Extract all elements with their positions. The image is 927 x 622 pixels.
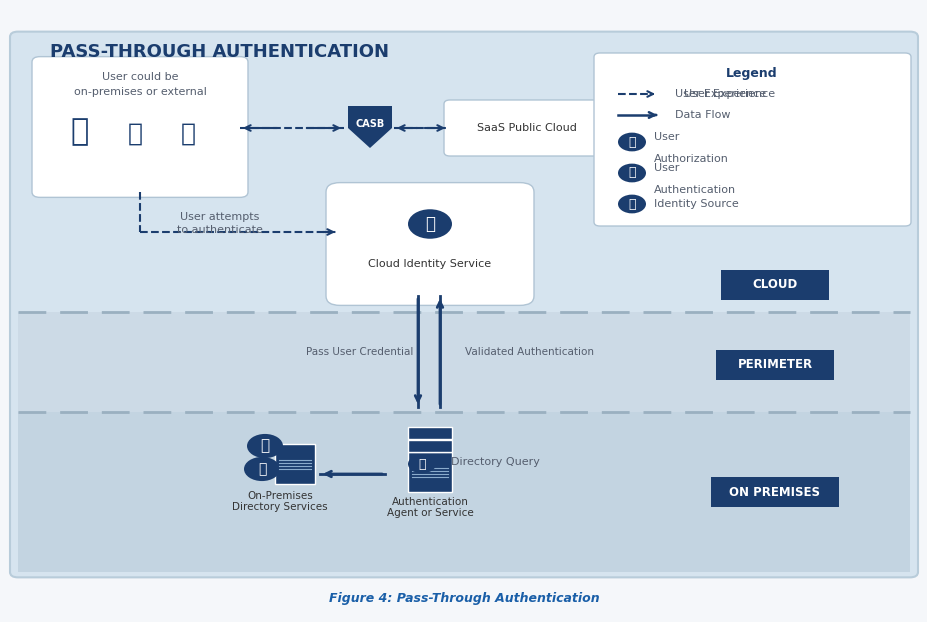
- Text: 👤: 👤: [258, 462, 266, 476]
- Bar: [408, 452, 451, 492]
- Circle shape: [244, 457, 280, 481]
- Text: SaaS Public Cloud: SaaS Public Cloud: [476, 123, 577, 133]
- Text: Authorization: Authorization: [654, 154, 728, 164]
- Text: ON PREMISES: ON PREMISES: [729, 486, 819, 498]
- Text: Authentication: Authentication: [654, 185, 735, 195]
- Text: Directory Services: Directory Services: [232, 502, 327, 512]
- Bar: [18, 312, 909, 412]
- Circle shape: [617, 195, 645, 213]
- Circle shape: [617, 164, 645, 182]
- Circle shape: [408, 209, 451, 239]
- Text: Data Flow: Data Flow: [674, 110, 730, 120]
- Text: User: User: [654, 163, 679, 173]
- Text: CASB: CASB: [355, 119, 384, 129]
- FancyBboxPatch shape: [325, 183, 533, 305]
- Text: Authentication: Authentication: [391, 497, 468, 507]
- Text: to authenticate: to authenticate: [177, 225, 262, 235]
- Bar: [716, 350, 833, 380]
- Text: Cloud Identity Service: Cloud Identity Service: [368, 259, 491, 269]
- Text: PASS-THROUGH AUTHENTICATION: PASS-THROUGH AUTHENTICATION: [50, 43, 389, 61]
- Text: on-premises or external: on-premises or external: [73, 87, 206, 97]
- Text: 🔑: 🔑: [628, 136, 635, 149]
- Text: Figure 4: Pass-Through Authentication: Figure 4: Pass-Through Authentication: [328, 592, 599, 605]
- Text: User attempts: User attempts: [180, 212, 260, 222]
- Text: 👤: 👤: [628, 198, 635, 210]
- Text: On-Premises: On-Premises: [247, 491, 312, 501]
- Text: User could be: User could be: [102, 72, 178, 82]
- Bar: [720, 270, 828, 300]
- Bar: [18, 412, 909, 572]
- FancyBboxPatch shape: [32, 57, 248, 197]
- Polygon shape: [348, 106, 391, 148]
- Text: User Experience: User Experience: [684, 89, 775, 99]
- Circle shape: [247, 434, 283, 458]
- Circle shape: [617, 132, 645, 151]
- Text: User Experience: User Experience: [674, 89, 765, 99]
- Text: Identity Source: Identity Source: [654, 199, 738, 209]
- Text: 👤: 👤: [70, 118, 89, 147]
- FancyBboxPatch shape: [443, 100, 610, 156]
- Text: PERIMETER: PERIMETER: [737, 358, 812, 371]
- Text: User: User: [654, 132, 679, 142]
- Bar: [408, 440, 451, 452]
- Text: Agent or Service: Agent or Service: [387, 508, 473, 518]
- FancyBboxPatch shape: [10, 32, 917, 577]
- Text: 📱: 📱: [127, 122, 143, 146]
- Text: 🔑: 🔑: [425, 215, 435, 233]
- Text: Directory Query: Directory Query: [451, 457, 539, 467]
- Text: 🔄: 🔄: [418, 458, 425, 470]
- Text: Validated Authentication: Validated Authentication: [465, 347, 594, 357]
- Bar: [710, 477, 838, 507]
- Bar: [274, 444, 314, 484]
- FancyBboxPatch shape: [593, 53, 910, 226]
- Text: Legend: Legend: [726, 68, 777, 80]
- Text: CLOUD: CLOUD: [752, 279, 797, 292]
- Circle shape: [408, 455, 436, 473]
- Text: 💻: 💻: [181, 122, 196, 146]
- Text: 👍: 👍: [628, 167, 635, 180]
- Text: Pass User Credential: Pass User Credential: [306, 347, 413, 357]
- Bar: [408, 427, 451, 439]
- Text: 👍: 👍: [260, 439, 269, 453]
